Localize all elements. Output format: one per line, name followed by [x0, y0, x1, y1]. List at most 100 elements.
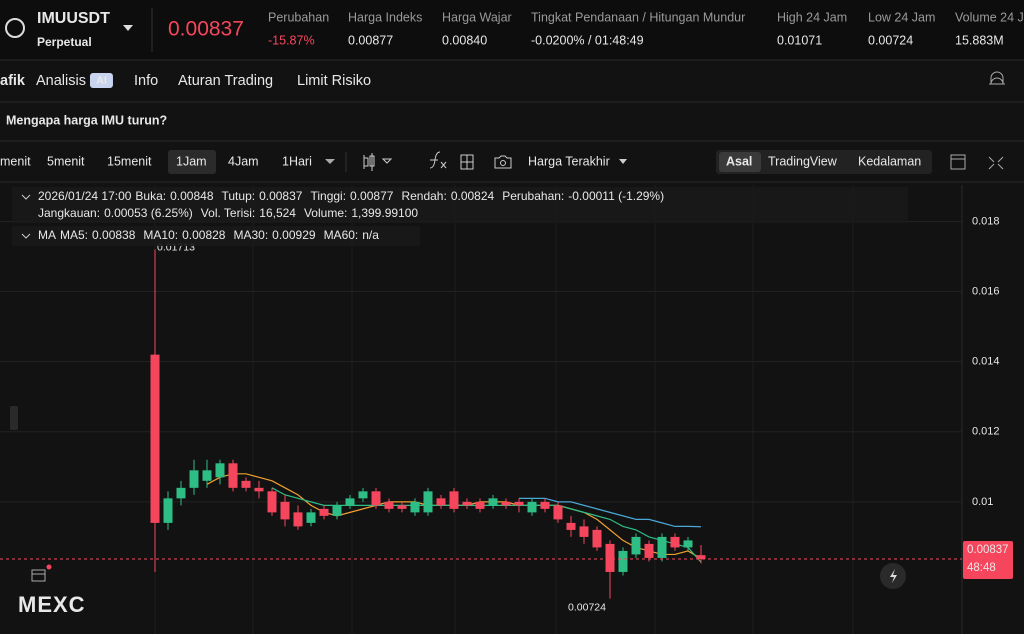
stat-value: -15.87%	[268, 33, 315, 47]
tab[interactable]: Info	[134, 73, 158, 89]
stat-value: -0.0200% / 01:48:49	[531, 33, 644, 47]
candle-body	[280, 501, 290, 520]
layout-icon[interactable]	[460, 154, 474, 170]
calendar-icon[interactable]	[31, 569, 46, 582]
info-text: Volume:	[304, 206, 347, 220]
info-text: 0.00877	[350, 189, 394, 203]
candle-body	[631, 536, 641, 555]
view-active-bg	[719, 152, 761, 172]
candle-body	[358, 491, 368, 499]
info-text: 16,524	[259, 206, 296, 220]
candle-icon[interactable]	[363, 153, 393, 171]
info-text: MA5:	[60, 228, 88, 242]
stats: Perubahan -15.87% Harga Indeks 0.00877 Harga…	[268, 10, 1024, 47]
view[interactable]: Kedalaman	[858, 154, 921, 168]
symbol-caret[interactable]	[123, 25, 133, 31]
info-text: Tutup:	[222, 189, 256, 203]
stat-value: 0.00877	[348, 33, 393, 47]
stat-label: Volume 24 J	[955, 10, 1024, 24]
stat-label: High 24 Jam	[777, 10, 847, 24]
camera-lens	[500, 160, 506, 166]
symbol[interactable]: IMUUSDT	[37, 10, 110, 27]
tab[interactable]: Aturan Trading	[178, 73, 273, 89]
info-text: Perubahan:	[502, 189, 564, 203]
candle-body	[618, 550, 628, 572]
view[interactable]: Asal	[726, 154, 752, 168]
y-tick-label: 0.014	[972, 356, 1000, 368]
stat-label: Perubahan	[268, 10, 329, 24]
price-type-caret[interactable]	[619, 159, 627, 164]
info-text: -0.00011 (-1.29%)	[568, 189, 664, 203]
candle-body	[319, 508, 329, 516]
toolbar: menit 5menit 15menit 1Jam 4Jam 1Hari Harga Ter…	[0, 150, 1004, 174]
candle-body	[423, 491, 433, 513]
info-text: MA60:	[324, 228, 359, 242]
candle-body	[176, 487, 186, 499]
side-handle[interactable]	[10, 406, 18, 430]
stat-value: 0.00724	[868, 33, 913, 47]
notify-dot	[46, 564, 52, 570]
candle-body	[436, 498, 446, 506]
candle-body	[592, 529, 602, 548]
candle-body	[501, 501, 511, 506]
camera-icon[interactable]	[494, 155, 512, 169]
candle-body	[514, 501, 524, 506]
info-text: n/a	[362, 228, 379, 242]
tab[interactable]: afik	[0, 73, 26, 89]
candle-body	[228, 463, 238, 488]
candle-body	[670, 536, 680, 548]
info-text: 0.00828	[182, 228, 226, 242]
indicator-icon[interactable]	[429, 151, 447, 169]
candle-body	[215, 463, 225, 478]
tabs: afik Analisis AI Info Aturan Trading Limit Ri…	[0, 73, 371, 89]
interval[interactable]: 5menit	[47, 154, 85, 168]
bell-icon[interactable]	[989, 71, 1005, 85]
candle-body	[527, 501, 537, 513]
badge-bg	[89, 73, 113, 88]
interval[interactable]: menit	[0, 154, 31, 168]
info-text: Buka:	[135, 189, 166, 203]
interval[interactable]: 15menit	[107, 154, 152, 168]
info-text: Jangkauan:	[38, 206, 100, 220]
collapse-caret[interactable]	[21, 233, 31, 239]
fullscreen-icon[interactable]	[988, 156, 1004, 170]
flash-icon	[890, 569, 897, 583]
panel-icon[interactable]	[950, 154, 966, 170]
candle-body	[150, 354, 160, 523]
question[interactable]: Mengapa harga IMU turun?	[6, 113, 167, 127]
candle-body	[254, 487, 264, 492]
candle-body	[462, 501, 472, 506]
tab[interactable]: Limit Risiko	[297, 73, 371, 89]
info-text: 2026/01/24 17:00	[38, 189, 132, 203]
price-tag: 0.00837	[967, 544, 1009, 556]
info-text: 0.00838	[92, 228, 136, 242]
candle-body	[267, 491, 277, 513]
stat-value: 0.01071	[777, 33, 822, 47]
info-text: Rendah:	[401, 189, 446, 203]
interval[interactable]: 4Jam	[228, 154, 259, 168]
candle-body	[384, 501, 394, 509]
y-tick-label: 0.012	[972, 426, 1000, 438]
chart: 0.0180.0160.0140.0120.01MEXC0.017130.007…	[0, 185, 1013, 634]
candle-body	[332, 505, 342, 516]
interval[interactable]: 1Jam	[176, 154, 207, 168]
collapse-caret[interactable]	[21, 194, 31, 200]
candle-body	[566, 522, 576, 530]
tab[interactable]: Analisis	[36, 73, 86, 89]
candle-body	[657, 536, 667, 558]
ma-line	[271, 487, 702, 563]
candle-body	[683, 540, 693, 548]
y-tick-label: 0.01	[972, 496, 993, 508]
stat-label: Harga Wajar	[442, 10, 512, 24]
price-type[interactable]: Harga Terakhir	[528, 154, 610, 168]
candle-body	[306, 512, 316, 523]
view[interactable]: TradingView	[768, 154, 838, 168]
interval[interactable]: 1Hari	[282, 154, 312, 168]
y-tick-label: 0.016	[972, 285, 1000, 297]
candle-body	[397, 505, 407, 509]
dropdown-caret[interactable]	[325, 159, 335, 164]
info-text: MA10:	[143, 228, 178, 242]
info-text: 0.00848	[170, 189, 214, 203]
info-text: MA30:	[233, 228, 268, 242]
